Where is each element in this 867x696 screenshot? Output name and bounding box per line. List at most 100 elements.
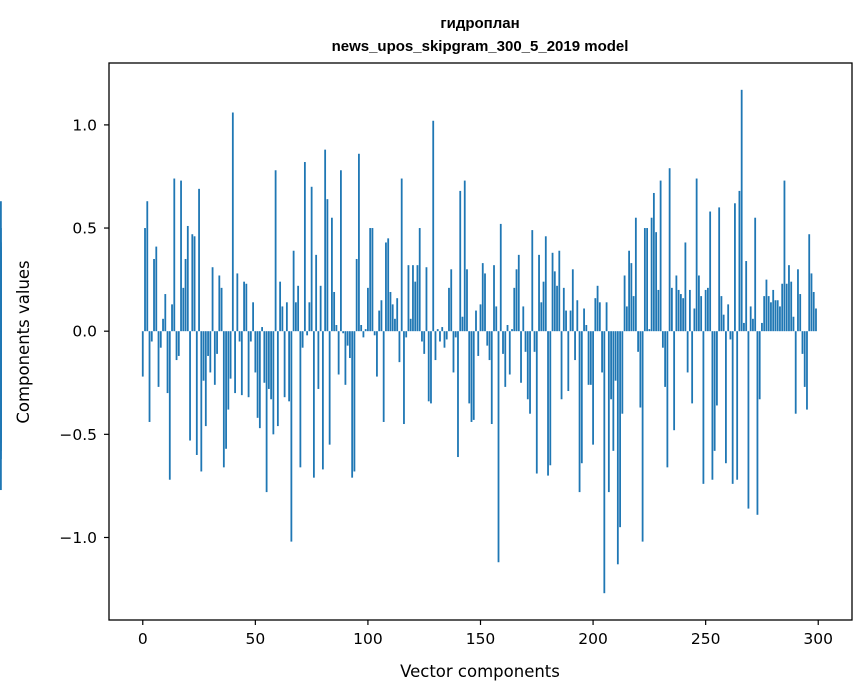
bar (279, 281, 282, 332)
bar (752, 318, 754, 332)
bar (157, 331, 160, 387)
bar (765, 279, 768, 332)
bar (607, 331, 610, 493)
bar (526, 331, 529, 400)
bar (0, 250, 2, 332)
bar (427, 331, 430, 402)
bar (459, 190, 462, 332)
bar (700, 296, 703, 332)
bar (682, 298, 685, 332)
y-axis: −1.0 −0.5 0.0 0.5 1.0 (59, 116, 109, 547)
bar (389, 291, 392, 332)
bar (159, 331, 162, 348)
bar (772, 289, 775, 332)
bar (666, 331, 669, 468)
bar (745, 261, 748, 332)
bar (540, 302, 543, 332)
x-tick-label: 100 (353, 630, 383, 648)
bar (351, 331, 354, 478)
bar (198, 188, 200, 332)
x-tick-label: 150 (466, 630, 496, 648)
bar (499, 223, 502, 332)
bar (369, 228, 372, 332)
bar (441, 327, 444, 332)
bar (743, 322, 745, 332)
bar (815, 308, 817, 332)
bar (317, 331, 320, 389)
bar (166, 331, 169, 394)
bar (704, 289, 707, 332)
bar (457, 331, 459, 458)
bar (200, 331, 203, 472)
bar (684, 242, 687, 332)
bar (520, 331, 522, 383)
bar (792, 316, 795, 332)
bar (452, 331, 455, 373)
bar (634, 217, 637, 332)
bar (533, 331, 536, 352)
bar (571, 269, 574, 332)
bar (763, 296, 766, 332)
bar (623, 275, 626, 332)
y-tick-label: 0.0 (72, 323, 97, 341)
bar (231, 112, 234, 332)
bar (294, 302, 297, 332)
bar (783, 180, 786, 332)
bar (396, 298, 399, 332)
bar (481, 263, 484, 332)
bar (648, 329, 651, 332)
x-tick-label: 300 (803, 630, 833, 648)
bar (646, 228, 649, 332)
bar (808, 234, 811, 332)
bar (803, 331, 806, 387)
bar (641, 331, 644, 542)
bar (385, 242, 387, 332)
bar (324, 149, 327, 332)
x-tick-label: 250 (691, 630, 721, 648)
bar (312, 331, 315, 478)
bar (193, 236, 196, 332)
chart-subtitle: news_upos_skipgram_300_5_2019 model (332, 38, 629, 55)
bar (162, 318, 164, 332)
bar (686, 331, 689, 373)
bar (616, 331, 619, 565)
bar (245, 283, 248, 332)
bar (353, 331, 356, 472)
bar (387, 238, 390, 332)
plot-frame (108, 62, 853, 621)
bar (274, 170, 277, 332)
bar (542, 281, 545, 332)
bar (603, 331, 606, 594)
y-tick-label: 1.0 (72, 116, 97, 134)
bar (598, 302, 601, 332)
x-tick-label: 0 (138, 630, 148, 648)
bar (547, 331, 549, 476)
x-axis: 0 50 100 150 200 250 300 (138, 620, 833, 648)
bar (146, 201, 149, 332)
bar (716, 331, 718, 406)
bar (556, 285, 558, 332)
bar (643, 228, 646, 332)
bar (301, 331, 304, 348)
bar (774, 300, 777, 332)
bar (432, 120, 435, 332)
bar (731, 331, 734, 484)
bar (164, 294, 167, 332)
bar (155, 246, 158, 332)
bar (256, 331, 259, 418)
bar (326, 199, 329, 332)
bar (659, 180, 662, 332)
bar (272, 331, 275, 435)
bar (227, 331, 230, 410)
bar (711, 331, 714, 480)
bar (265, 331, 268, 493)
bar (380, 300, 383, 332)
bar (378, 310, 381, 332)
bar (0, 331, 2, 354)
bar (421, 331, 423, 342)
bar (144, 228, 146, 332)
bar (247, 331, 250, 398)
bar (670, 287, 673, 332)
bar (414, 281, 417, 332)
